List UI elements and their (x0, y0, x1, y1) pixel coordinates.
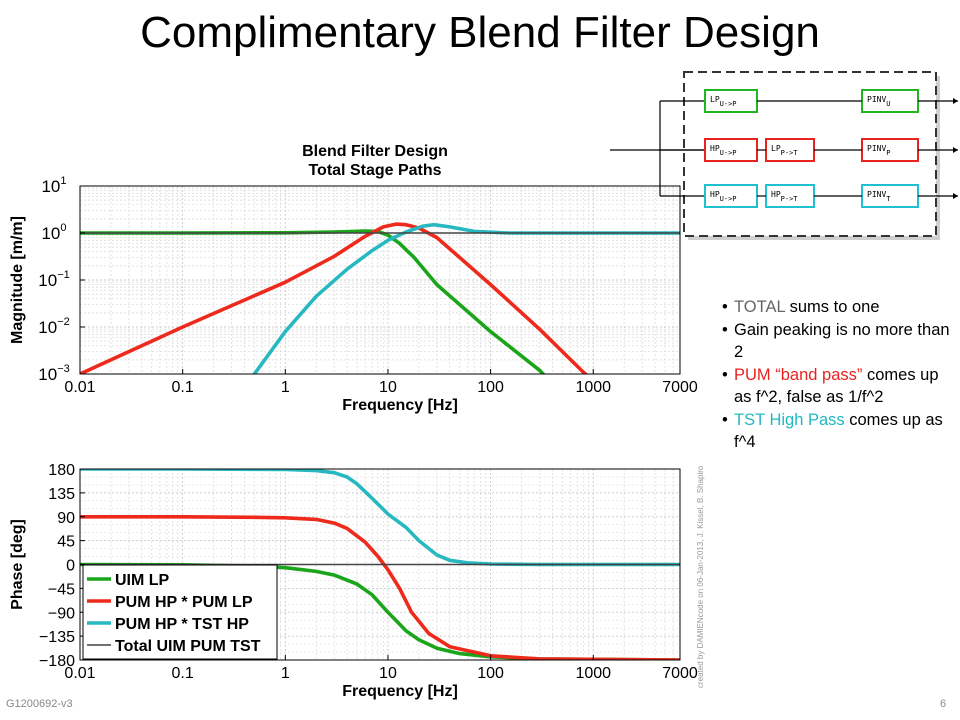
output-arrow (953, 193, 958, 199)
bullet-part: TOTAL (734, 298, 786, 316)
filter-block-label: PINVT (867, 190, 891, 203)
bullet-part: Gain peaking is no more than 2 (734, 321, 950, 361)
y-tick-label: −135 (39, 629, 75, 646)
phase-plot: 0.01 0.1 1 10 100 1000 7000 Frequency [Hz] 180 13… (9, 462, 698, 700)
y-tick-label: 135 (48, 486, 75, 503)
x-tick-label: 7000 (662, 379, 698, 396)
series-line-pum (80, 222, 589, 374)
series-group (80, 222, 680, 374)
y-tick-label: −180 (39, 653, 75, 670)
magnitude-plot: 0.01 0.1 1 10 100 1000 7000 Frequency [Hz] 101 10… (9, 143, 698, 414)
y-tick-label: 45 (57, 534, 75, 551)
bullet-list: TOTAL sums to one Gain peaking is no mor… (722, 296, 956, 454)
x-tick-label: 100 (477, 665, 504, 682)
side-credit: created by DAMIENcode on 06-Jan-2013, J.… (696, 465, 705, 688)
bullet-part: PUM “band pass” (734, 366, 863, 384)
x-tick-label: 100 (477, 379, 504, 396)
bullet-part: sums to one (785, 298, 880, 316)
bullet-item: TOTAL sums to one (722, 296, 956, 318)
bullet-item: Gain peaking is no more than 2 (722, 319, 956, 363)
bullet-item: PUM “band pass” comes up as f^2, false a… (722, 364, 956, 408)
series-line-pum (80, 514, 680, 660)
filter-block-label: HPP->T (771, 190, 798, 203)
bullet-item: TST High Pass comes up as f^4 (722, 409, 956, 453)
legend-label: PUM HP * TST HP (115, 616, 249, 633)
legend-label: PUM HP * PUM LP (115, 594, 253, 611)
legend-label: Total UIM PUM TST (115, 638, 261, 655)
x-axis-label: Frequency [Hz] (342, 397, 458, 414)
filter-block-label: HPU->P (710, 144, 737, 157)
y-tick-label: −45 (48, 581, 75, 598)
x-tick-label: 1000 (575, 379, 611, 396)
series-line-tst (80, 469, 680, 567)
y-tick-label: 10−1 (38, 269, 69, 290)
y-tick-label: 101 (41, 175, 66, 196)
chart-subtitle: Total Stage Paths (308, 162, 441, 179)
block-diagram: LPU->P PINVU HPU->P LPP->T PINVP HPU->P HPP->T… (610, 71, 958, 240)
output-arrow (953, 147, 958, 153)
legend: UIM LP PUM HP * PUM LP PUM HP * TST HP Tota… (82, 564, 278, 660)
legend-box (82, 564, 278, 660)
x-tick-label: 0.01 (64, 379, 95, 396)
page-number: 6 (940, 698, 947, 710)
x-tick-label: 1 (281, 665, 290, 682)
y-axis-label: Magnitude [m/m] (9, 216, 26, 344)
x-tick-label: 10 (379, 379, 397, 396)
y-tick-label: 10−3 (38, 363, 69, 384)
chart-title: Blend Filter Design (302, 143, 448, 160)
x-tick-label: 7000 (662, 665, 698, 682)
bullet-part: comes up as f^2, false as 1/f^2 (734, 366, 939, 406)
bullet-part: TST High Pass (734, 411, 845, 429)
x-tick-label: 1000 (575, 665, 611, 682)
y-tick-label: −90 (48, 605, 75, 622)
legend-label: UIM LP (115, 572, 170, 589)
output-arrow (953, 98, 958, 104)
y-tick-label: 10−2 (38, 316, 69, 337)
footer-doc-id: G1200692-v3 (6, 698, 73, 710)
x-tick-label: 0.01 (64, 665, 95, 682)
y-tick-label: 180 (48, 462, 75, 479)
x-tick-label: 10 (379, 665, 397, 682)
filter-block-label: PINVU (867, 95, 890, 108)
x-tick-label: 0.1 (172, 665, 194, 682)
x-axis-label: Frequency [Hz] (342, 683, 458, 700)
grid (79, 186, 681, 375)
filter-block-label: LPP->T (771, 144, 798, 157)
filter-block-label: LPU->P (710, 95, 737, 108)
y-tick-label: 0 (66, 558, 75, 575)
x-tick-label: 1 (281, 379, 290, 396)
y-tick-label: 100 (41, 222, 66, 243)
y-tick-label: 90 (57, 510, 75, 527)
slide-title: Complimentary Blend Filter Design (140, 8, 820, 57)
y-axis-label: Phase [deg] (9, 519, 26, 610)
filter-block-label: HPU->P (710, 190, 737, 203)
series-line-tst (252, 222, 680, 374)
x-tick-label: 0.1 (172, 379, 194, 396)
filter-block-label: PINVP (867, 144, 890, 157)
bullet-part: comes up as f^4 (734, 411, 943, 451)
